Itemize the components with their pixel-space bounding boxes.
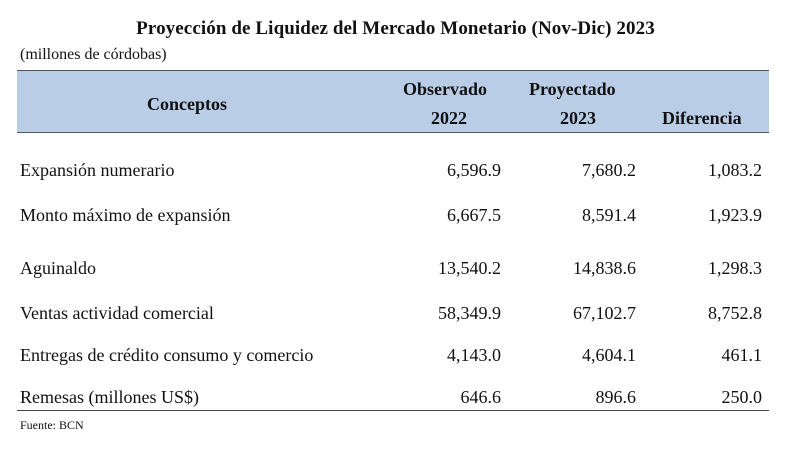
- table-row: Monto máximo de expansión 6,667.5 8,591.…: [17, 205, 769, 231]
- source-note: Fuente: BCN: [20, 418, 84, 432]
- header-diferencia: Diferencia: [662, 108, 742, 128]
- table-row: Entregas de crédito consumo y comercio 4…: [17, 345, 769, 371]
- row-observado: 13,540.2: [438, 258, 501, 278]
- row-proyectado: 67,102.7: [573, 303, 636, 323]
- table-row: Ventas actividad comercial 58,349.9 67,1…: [17, 303, 769, 329]
- row-observado: 58,349.9: [438, 303, 501, 323]
- row-observado: 646.6: [460, 387, 502, 407]
- row-label: Ventas actividad comercial: [20, 303, 214, 323]
- row-diferencia: 250.0: [721, 387, 763, 407]
- row-label: Expansión numerario: [20, 160, 175, 180]
- row-proyectado: 7,680.2: [582, 160, 636, 180]
- header-observado-year: 2022: [431, 108, 467, 128]
- table-subtitle: (millones de córdobas): [20, 46, 167, 63]
- row-label: Entregas de crédito consumo y comercio: [20, 345, 314, 365]
- table-row: Aguinaldo 13,540.2 14,838.6 1,298.3: [17, 258, 769, 284]
- row-observado: 4,143.0: [447, 345, 501, 365]
- row-proyectado: 14,838.6: [573, 258, 636, 278]
- row-observado: 6,596.9: [447, 160, 501, 180]
- row-observado: 6,667.5: [447, 205, 501, 225]
- table-header: Conceptos Observado 2022 Proyectado 2023…: [17, 70, 769, 133]
- row-diferencia: 461.1: [721, 345, 763, 365]
- header-proyectado: Proyectado: [529, 79, 616, 99]
- row-label: Aguinaldo: [20, 258, 96, 278]
- row-proyectado: 8,591.4: [582, 205, 636, 225]
- header-conceptos: Conceptos: [147, 94, 227, 114]
- row-diferencia: 8,752.8: [708, 303, 762, 323]
- row-proyectado: 896.6: [595, 387, 637, 407]
- row-proyectado: 4,604.1: [582, 345, 636, 365]
- table-row: Expansión numerario 6,596.9 7,680.2 1,08…: [17, 160, 769, 186]
- row-diferencia: 1,083.2: [708, 160, 762, 180]
- table-row: Remesas (millones US$) 646.6 896.6 250.0: [17, 387, 769, 413]
- row-diferencia: 1,923.9: [708, 205, 762, 225]
- row-diferencia: 1,298.3: [708, 258, 762, 278]
- header-proyectado-year: 2023: [560, 108, 596, 128]
- row-label: Monto máximo de expansión: [20, 205, 231, 225]
- table-bottom-rule: [17, 410, 769, 411]
- table-title: Proyección de Liquidez del Mercado Monet…: [136, 18, 655, 39]
- row-label: Remesas (millones US$): [20, 387, 199, 407]
- header-observado: Observado: [403, 79, 488, 99]
